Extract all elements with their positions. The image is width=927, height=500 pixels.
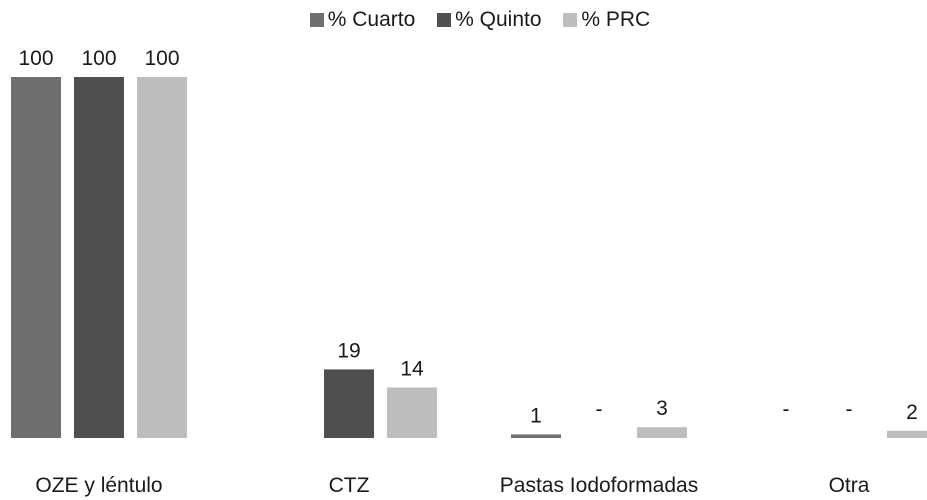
category-label-3: Otra	[829, 474, 870, 497]
data-label--quinto-0: 100	[81, 47, 116, 70]
legend-label-prc: % PRC	[581, 8, 651, 31]
legend-label-cuarto: % Cuarto	[327, 8, 416, 31]
bar--prc-0	[137, 77, 187, 438]
legend-item-prc: % PRC	[563, 8, 650, 32]
bar--prc-2	[637, 427, 687, 438]
legend-label-quinto: % Quinto	[455, 8, 542, 31]
legend-item-cuarto: % Cuarto	[309, 8, 416, 32]
bar--quinto-0	[74, 77, 124, 438]
data-label--quinto-3: -	[846, 398, 853, 421]
category-label-0: OZE y léntulo	[35, 474, 162, 497]
data-label--quinto-2: -	[596, 398, 603, 421]
legend-swatch-quinto	[437, 13, 452, 27]
bar--quinto-1	[324, 369, 374, 438]
bar--prc-1	[387, 387, 437, 438]
bar--cuarto-2	[511, 434, 561, 438]
legend-item-quinto: % Quinto	[437, 8, 542, 32]
data-label--prc-1: 14	[400, 357, 424, 380]
legend: % Cuarto % Quinto % PRC	[0, 8, 927, 32]
category-label-1: CTZ	[329, 474, 370, 497]
data-label--cuarto-3: -	[783, 398, 790, 421]
legend-swatch-prc	[563, 13, 578, 27]
legend-swatch-cuarto	[309, 13, 324, 27]
data-label--cuarto-0: 100	[18, 47, 53, 70]
data-label--cuarto-2: 1	[530, 404, 542, 427]
data-label--prc-0: 100	[144, 47, 179, 70]
bar--prc-3	[887, 430, 927, 438]
data-label--prc-3: 2	[906, 401, 918, 424]
data-label--quinto-1: 19	[337, 339, 360, 362]
bar--cuarto-0	[11, 77, 61, 438]
data-label--prc-2: 3	[656, 397, 668, 420]
category-label-2: Pastas Iodoformadas	[500, 474, 698, 497]
